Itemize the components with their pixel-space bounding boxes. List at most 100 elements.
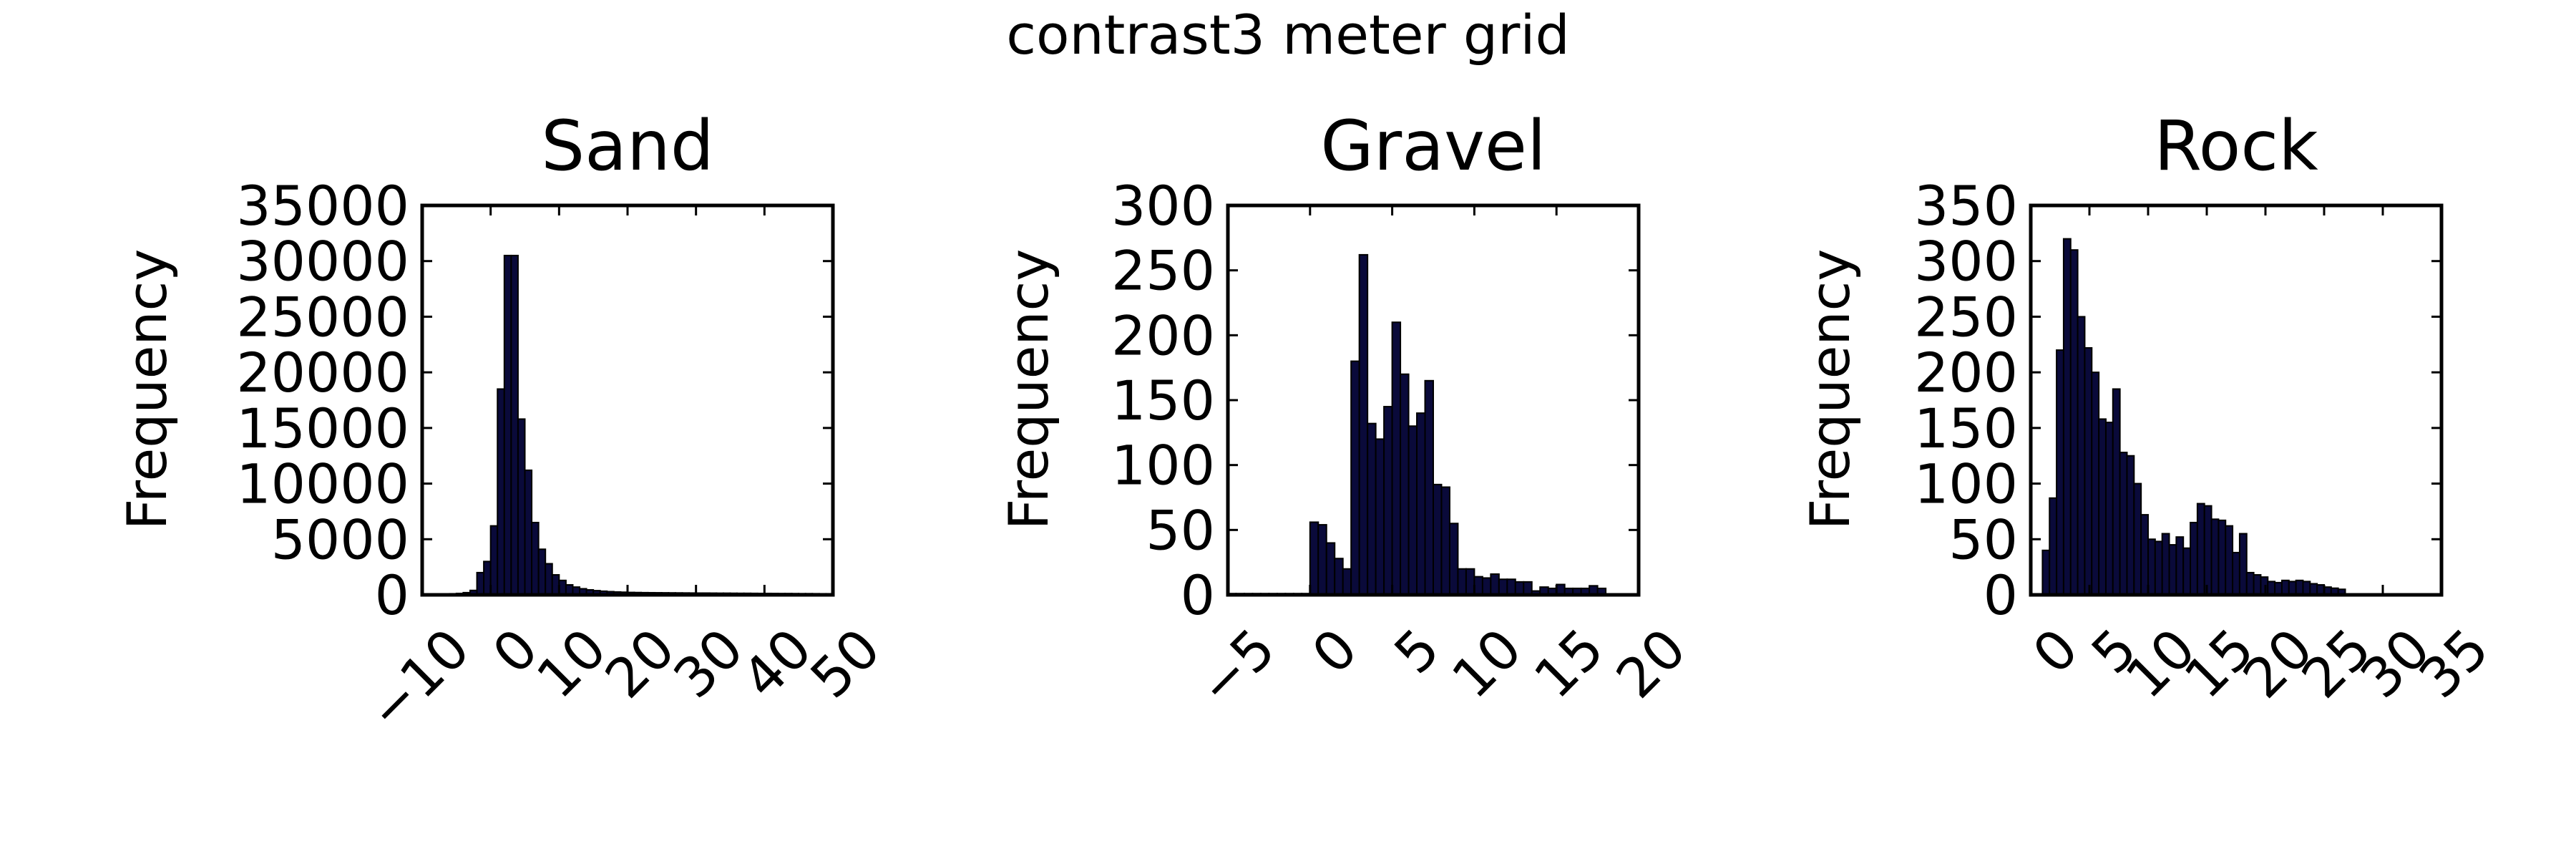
y-tick-label: 250 bbox=[1914, 285, 2018, 349]
y-tick-label: 350 bbox=[1914, 174, 2018, 238]
y-tick-label: 300 bbox=[1111, 174, 1215, 238]
histogram-bar bbox=[1490, 573, 1500, 596]
histogram-bar bbox=[1358, 253, 1369, 596]
histogram-bar bbox=[2119, 452, 2128, 596]
histogram-bar bbox=[545, 563, 553, 596]
figure-title: contrast3 meter grid bbox=[1006, 3, 1570, 67]
histogram-bar bbox=[2210, 518, 2220, 596]
histogram-bar bbox=[537, 548, 547, 596]
panel-title-sand: Sand bbox=[541, 106, 714, 186]
y-tick-label: 100 bbox=[1111, 434, 1215, 498]
histogram-bar bbox=[2056, 349, 2064, 596]
histogram-bar bbox=[1367, 422, 1377, 596]
y-tick-label: 100 bbox=[1914, 452, 2018, 516]
histogram-bar bbox=[1317, 524, 1327, 596]
histogram-bar bbox=[2190, 521, 2198, 596]
histogram-bar bbox=[2225, 525, 2234, 596]
y-axis-label-gravel: Frequency bbox=[997, 249, 1060, 530]
y-tick-label: 20000 bbox=[236, 341, 409, 404]
histogram-bar bbox=[1309, 521, 1319, 596]
histogram-bar bbox=[2280, 579, 2290, 596]
histogram-bar bbox=[2295, 579, 2304, 596]
y-tick-label: 15000 bbox=[236, 397, 409, 460]
bars-gravel bbox=[1227, 253, 1607, 596]
y-axis-label-sand: Frequency bbox=[115, 249, 179, 530]
histogram-bar bbox=[2238, 533, 2248, 596]
histogram-bar bbox=[1342, 568, 1352, 596]
x-tick-label: −5 bbox=[1186, 616, 1287, 718]
histogram-bar bbox=[2182, 547, 2192, 596]
histogram-bar bbox=[2302, 581, 2311, 596]
histogram-bar bbox=[2091, 372, 2100, 596]
histogram-bar bbox=[2260, 576, 2269, 596]
histogram-bar bbox=[1391, 321, 1402, 596]
histogram-bar bbox=[1325, 542, 1336, 596]
histogram-bar bbox=[517, 418, 526, 596]
histogram-bar bbox=[1506, 578, 1516, 596]
y-tick-label: 50 bbox=[1948, 508, 2018, 571]
histogram-bar bbox=[1481, 577, 1492, 596]
y-tick-label: 150 bbox=[1111, 369, 1215, 432]
histogram-bar bbox=[1457, 568, 1467, 596]
histogram-bar bbox=[1498, 578, 1508, 596]
histogram-bar bbox=[1473, 576, 1483, 596]
histogram-bar bbox=[2175, 536, 2185, 596]
y-tick-label: 50 bbox=[1146, 498, 1215, 562]
histogram-bar bbox=[2112, 388, 2121, 596]
histogram-bar bbox=[2069, 249, 2079, 596]
x-tick-label: 35 bbox=[2407, 616, 2501, 710]
histogram-bar bbox=[1383, 406, 1393, 596]
histogram-bar bbox=[2203, 505, 2212, 596]
histogram-bar bbox=[489, 525, 499, 596]
panel-title-rock: Rock bbox=[2154, 106, 2318, 186]
y-tick-label: 200 bbox=[1914, 341, 2018, 404]
histogram-bar bbox=[503, 254, 512, 596]
histogram-bar bbox=[497, 388, 505, 596]
x-tick-label: −10 bbox=[356, 616, 482, 742]
panel-gravel: Gravel Frequency −5 0 51015200501001502002… bbox=[997, 106, 1698, 718]
x-tick-label: 0 bbox=[1300, 616, 1370, 686]
ticks-sand: −100102030405005000100001500020000250003… bbox=[236, 174, 892, 742]
histogram-bar bbox=[1514, 581, 1525, 596]
histogram-bar bbox=[1416, 412, 1426, 596]
histogram-bar bbox=[1440, 486, 1450, 596]
histogram-bar bbox=[2104, 422, 2114, 596]
histogram-bar bbox=[2077, 316, 2086, 596]
histogram-bar bbox=[2062, 238, 2072, 596]
panel-title-gravel: Gravel bbox=[1320, 106, 1546, 186]
histogram-bar bbox=[2126, 455, 2135, 596]
histogram-bar bbox=[2245, 571, 2255, 596]
y-tick-label: 300 bbox=[1914, 230, 2018, 293]
y-tick-label: 25000 bbox=[236, 285, 409, 349]
y-tick-label: 5000 bbox=[271, 508, 409, 571]
x-tick-label: 15 bbox=[1522, 616, 1616, 710]
histogram-bar bbox=[2253, 574, 2262, 596]
histogram-bar bbox=[476, 571, 485, 596]
histogram-bar bbox=[2232, 551, 2240, 596]
histogram-bar bbox=[2267, 581, 2276, 596]
histogram-bar bbox=[2140, 514, 2149, 596]
histogram-bar bbox=[1400, 373, 1410, 596]
histogram-bar bbox=[1448, 523, 1459, 596]
histogram-bar bbox=[2098, 418, 2107, 596]
histogram-bar bbox=[510, 254, 519, 596]
panel-sand: Sand Frequency −100102030405005000100001… bbox=[115, 106, 892, 742]
histogram-bar bbox=[1465, 568, 1475, 596]
histogram-bar bbox=[1433, 483, 1443, 596]
histogram-bar bbox=[1424, 379, 1435, 596]
bars-rock bbox=[2041, 238, 2346, 596]
panel-rock: Rock Frequency 0510152025303505010015020… bbox=[1798, 106, 2501, 710]
x-tick-label: 10 bbox=[1440, 616, 1533, 710]
axes-frame-gravel bbox=[1226, 203, 1641, 597]
histogram-bar bbox=[1350, 360, 1360, 596]
y-tick-label: 0 bbox=[1181, 563, 1215, 627]
axes-frame-sand bbox=[420, 203, 835, 597]
y-tick-label: 10000 bbox=[236, 452, 409, 516]
y-tick-label: 250 bbox=[1111, 239, 1215, 303]
histogram-bar bbox=[1375, 438, 1385, 596]
histogram-bar bbox=[2274, 581, 2283, 596]
histogram-bar bbox=[2196, 503, 2205, 596]
x-tick-label: 20 bbox=[1604, 616, 1698, 710]
